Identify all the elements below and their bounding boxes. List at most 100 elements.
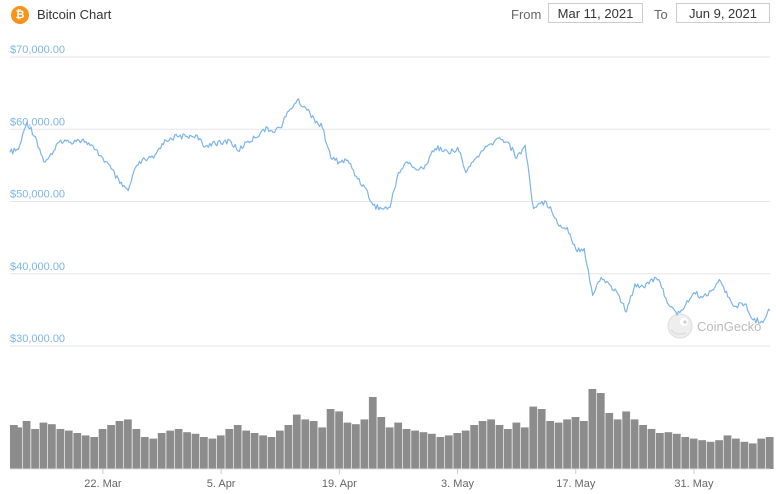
price-point[interactable] bbox=[514, 155, 520, 161]
from-date-input[interactable] bbox=[548, 3, 643, 23]
price-point[interactable] bbox=[539, 199, 545, 205]
price-point[interactable] bbox=[750, 317, 756, 323]
price-point[interactable] bbox=[581, 245, 587, 251]
price-point[interactable] bbox=[134, 162, 140, 168]
price-point[interactable] bbox=[649, 276, 655, 282]
price-point[interactable] bbox=[429, 148, 435, 154]
price-point[interactable] bbox=[657, 279, 663, 285]
price-point[interactable] bbox=[41, 159, 47, 165]
price-point[interactable] bbox=[590, 292, 596, 298]
price-point[interactable] bbox=[159, 141, 165, 147]
price-point[interactable] bbox=[598, 274, 604, 280]
price-point[interactable] bbox=[759, 318, 765, 324]
price-point[interactable] bbox=[522, 142, 528, 148]
price-point[interactable] bbox=[243, 139, 249, 145]
price-point[interactable] bbox=[100, 155, 106, 161]
price-point[interactable] bbox=[632, 281, 638, 287]
price-point[interactable] bbox=[387, 204, 393, 210]
price-point[interactable] bbox=[615, 291, 621, 297]
price-point[interactable] bbox=[117, 180, 123, 186]
price-point[interactable] bbox=[260, 126, 266, 132]
price-point[interactable] bbox=[286, 108, 292, 114]
price-point[interactable] bbox=[294, 97, 300, 103]
price-point[interactable] bbox=[336, 159, 342, 165]
price-point[interactable] bbox=[151, 155, 157, 161]
price-point[interactable] bbox=[607, 282, 613, 288]
price-point[interactable] bbox=[488, 141, 494, 147]
price-point[interactable] bbox=[277, 125, 283, 131]
price-point[interactable] bbox=[733, 303, 739, 309]
price-point[interactable] bbox=[547, 204, 553, 210]
price-point[interactable] bbox=[66, 139, 72, 145]
price-point[interactable] bbox=[32, 133, 38, 139]
price-point[interactable] bbox=[438, 144, 444, 150]
price-point[interactable] bbox=[235, 148, 241, 154]
price-point[interactable] bbox=[497, 135, 503, 141]
price-point[interactable] bbox=[167, 135, 173, 141]
price-point[interactable] bbox=[767, 307, 773, 313]
price-point[interactable] bbox=[345, 157, 351, 163]
price-point[interactable] bbox=[83, 139, 89, 145]
price-point[interactable] bbox=[395, 170, 401, 176]
price-point[interactable] bbox=[125, 188, 131, 194]
price-point[interactable] bbox=[303, 105, 309, 111]
price-point[interactable] bbox=[412, 166, 418, 172]
volume-bar bbox=[571, 417, 580, 469]
price-point[interactable] bbox=[531, 206, 537, 212]
price-point[interactable] bbox=[269, 128, 275, 134]
price-point[interactable] bbox=[623, 309, 629, 315]
price-point[interactable] bbox=[58, 137, 64, 143]
price-point[interactable] bbox=[480, 148, 486, 154]
price-point[interactable] bbox=[640, 284, 646, 290]
price-point[interactable] bbox=[75, 136, 81, 142]
price-point[interactable] bbox=[193, 132, 199, 138]
price-point[interactable] bbox=[311, 115, 317, 121]
price-point[interactable] bbox=[573, 246, 579, 252]
price-point[interactable] bbox=[379, 206, 385, 212]
price-point[interactable] bbox=[463, 170, 469, 176]
price-point[interactable] bbox=[7, 149, 13, 155]
price-point[interactable] bbox=[218, 141, 224, 147]
price-point[interactable] bbox=[15, 146, 21, 152]
price-point[interactable] bbox=[674, 312, 680, 318]
price-point[interactable] bbox=[91, 146, 97, 152]
price-point[interactable] bbox=[108, 166, 114, 172]
price-point[interactable] bbox=[564, 225, 570, 231]
price-point[interactable] bbox=[471, 157, 477, 163]
volume-bar bbox=[292, 414, 301, 469]
price-point[interactable] bbox=[742, 301, 748, 307]
price-point[interactable] bbox=[319, 125, 325, 131]
price-point[interactable] bbox=[184, 133, 190, 139]
price-point[interactable] bbox=[446, 151, 452, 157]
price-point[interactable] bbox=[252, 135, 258, 141]
price-point[interactable] bbox=[370, 202, 376, 208]
to-date-input[interactable] bbox=[676, 3, 770, 23]
price-point[interactable] bbox=[404, 159, 410, 165]
price-point[interactable] bbox=[421, 166, 427, 172]
price-point[interactable] bbox=[362, 184, 368, 190]
price-point[interactable] bbox=[691, 290, 697, 296]
volume-bar bbox=[132, 429, 141, 469]
price-point[interactable] bbox=[699, 295, 705, 301]
price-point[interactable] bbox=[455, 144, 461, 150]
price-point[interactable] bbox=[328, 155, 334, 161]
price-point[interactable] bbox=[666, 302, 672, 308]
price-series-line[interactable] bbox=[9, 98, 771, 324]
price-point[interactable] bbox=[142, 157, 148, 163]
price-points[interactable] bbox=[7, 97, 773, 324]
price-point[interactable] bbox=[227, 137, 233, 143]
price-point[interactable] bbox=[505, 139, 511, 145]
price-point[interactable] bbox=[49, 152, 55, 158]
price-point[interactable] bbox=[353, 173, 359, 179]
price-point[interactable] bbox=[716, 277, 722, 283]
price-point[interactable] bbox=[683, 302, 689, 308]
price-point[interactable] bbox=[201, 144, 207, 150]
price-point[interactable] bbox=[176, 133, 182, 139]
price-point[interactable] bbox=[24, 119, 30, 125]
price-point[interactable] bbox=[210, 139, 216, 145]
price-point[interactable] bbox=[556, 223, 562, 229]
volume-bar bbox=[368, 397, 377, 469]
price-point[interactable] bbox=[725, 294, 731, 300]
price-point[interactable] bbox=[708, 288, 714, 294]
